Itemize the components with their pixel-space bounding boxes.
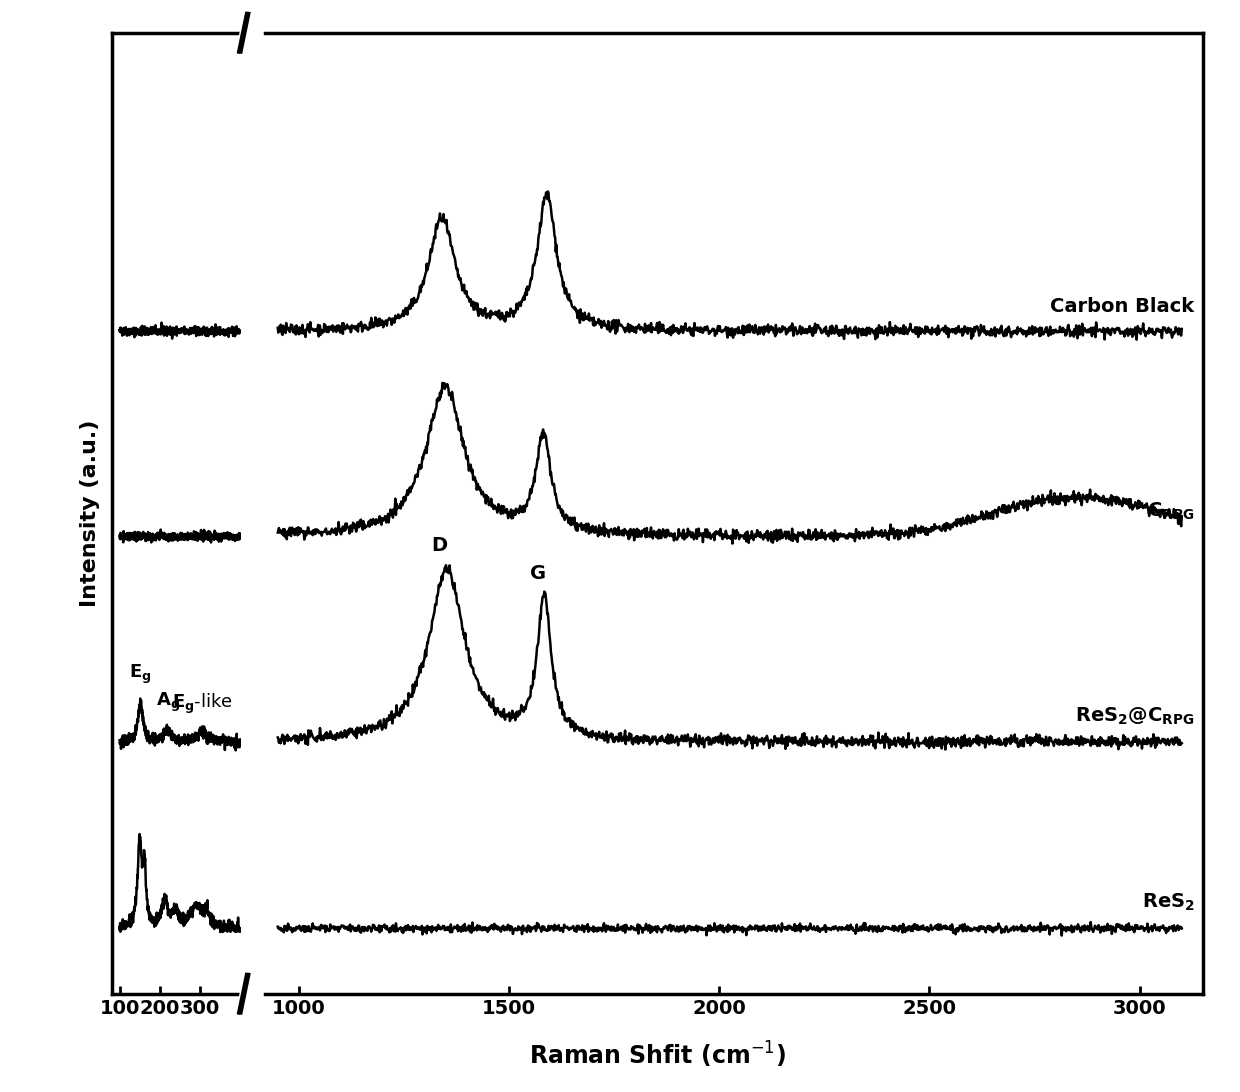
Text: Carbon Black: Carbon Black	[1050, 297, 1194, 317]
Text: $\mathbf{G}$: $\mathbf{G}$	[529, 565, 546, 583]
Y-axis label: Intensity (a.u.): Intensity (a.u.)	[81, 419, 100, 607]
Text: $\mathbf{E_g}$-like: $\mathbf{E_g}$-like	[172, 691, 233, 715]
Text: ReS$_{\mathbf{2}}$@C$_{\mathbf{RPG}}$: ReS$_{\mathbf{2}}$@C$_{\mathbf{RPG}}$	[1075, 705, 1194, 727]
Text: C$_{\mathbf{RPG}}$: C$_{\mathbf{RPG}}$	[1147, 500, 1194, 522]
Text: $\mathbf{E_g}$: $\mathbf{E_g}$	[129, 663, 151, 686]
Text: Raman Shfit (cm$^{-1}$): Raman Shfit (cm$^{-1}$)	[528, 1040, 786, 1070]
Text: ReS$_{\mathbf{2}}$: ReS$_{\mathbf{2}}$	[1142, 892, 1194, 914]
Text: $\mathbf{A_g}$: $\mathbf{A_g}$	[155, 690, 180, 714]
Text: $\mathbf{D}$: $\mathbf{D}$	[432, 536, 448, 555]
